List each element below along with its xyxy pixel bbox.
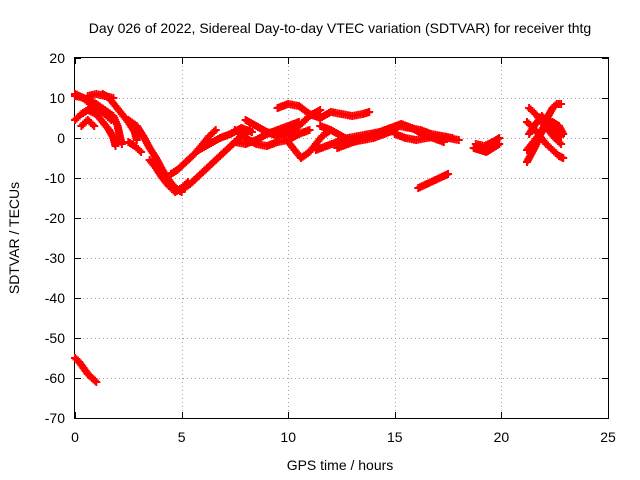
series-track-24 xyxy=(471,134,504,150)
data-point xyxy=(247,128,256,136)
series-track-10 xyxy=(166,126,220,178)
x-tick-label: 20 xyxy=(494,429,510,445)
data-point xyxy=(117,140,126,148)
data-point xyxy=(107,116,116,124)
data-point-fill xyxy=(105,114,114,123)
x-tick-label: 10 xyxy=(280,429,296,445)
data-point-fill xyxy=(555,130,564,139)
y-tick-label: -60 xyxy=(45,370,65,386)
data-point xyxy=(132,136,141,144)
chart-title: Day 026 of 2022, Sidereal Day-to-day VTE… xyxy=(89,20,591,36)
x-tick-label: 25 xyxy=(600,429,616,445)
y-tick-label: -40 xyxy=(45,290,65,306)
plot-frame xyxy=(74,57,609,419)
data-point xyxy=(365,108,374,116)
data-point xyxy=(444,170,453,178)
data-point xyxy=(557,100,566,108)
data-point xyxy=(305,126,314,134)
series-track-6 xyxy=(98,90,141,144)
y-tick-label: -70 xyxy=(45,410,65,426)
series-track-29 xyxy=(525,104,566,148)
data-point xyxy=(92,378,101,386)
data-point-fill xyxy=(88,120,97,129)
x-axis-label: GPS time / hours xyxy=(287,457,394,473)
y-tick-label: 0 xyxy=(57,130,65,146)
axis-ticks xyxy=(75,58,609,419)
series-track-17 xyxy=(284,126,335,162)
data-point xyxy=(90,122,99,130)
x-tick-labels: 0 5 10 15 20 25 xyxy=(71,429,616,445)
series-track-7 xyxy=(124,138,146,156)
data-point xyxy=(111,142,120,150)
data-point-fill xyxy=(135,146,144,155)
data-point xyxy=(316,106,325,114)
y-tick-label: -20 xyxy=(45,210,65,226)
x-tick-label: 0 xyxy=(71,429,79,445)
data-point-fill xyxy=(210,127,219,136)
y-tick-label: 20 xyxy=(49,50,65,66)
data-point-fill xyxy=(90,376,99,385)
data-point xyxy=(137,148,146,156)
series-track-22 xyxy=(414,170,453,192)
series-track-3 xyxy=(71,90,116,124)
data-point xyxy=(557,132,566,140)
series-layer xyxy=(71,90,568,386)
data-point xyxy=(559,154,568,162)
series-track-15 xyxy=(230,126,314,150)
data-point xyxy=(557,140,566,148)
series-track-30 xyxy=(71,354,101,386)
y-tick-label: 10 xyxy=(49,90,65,106)
series-track-4 xyxy=(77,116,99,130)
y-tick-labels: 20 10 0 -10 -20 -30 -40 -50 -60 -70 xyxy=(45,50,65,426)
y-tick-label: -50 xyxy=(45,330,65,346)
series-track-16 xyxy=(273,100,374,122)
x-tick-label: 5 xyxy=(178,429,186,445)
y-tick-label: -30 xyxy=(45,250,65,266)
series-track-21 xyxy=(390,130,463,144)
data-point-fill xyxy=(555,138,564,147)
y-tick-label: -10 xyxy=(45,170,65,186)
data-point xyxy=(211,126,220,134)
y-axis-label: SDTVAR / TECUs xyxy=(6,182,22,294)
x-tick-label: 15 xyxy=(387,429,403,445)
data-point xyxy=(454,136,463,144)
data-point xyxy=(495,134,504,142)
